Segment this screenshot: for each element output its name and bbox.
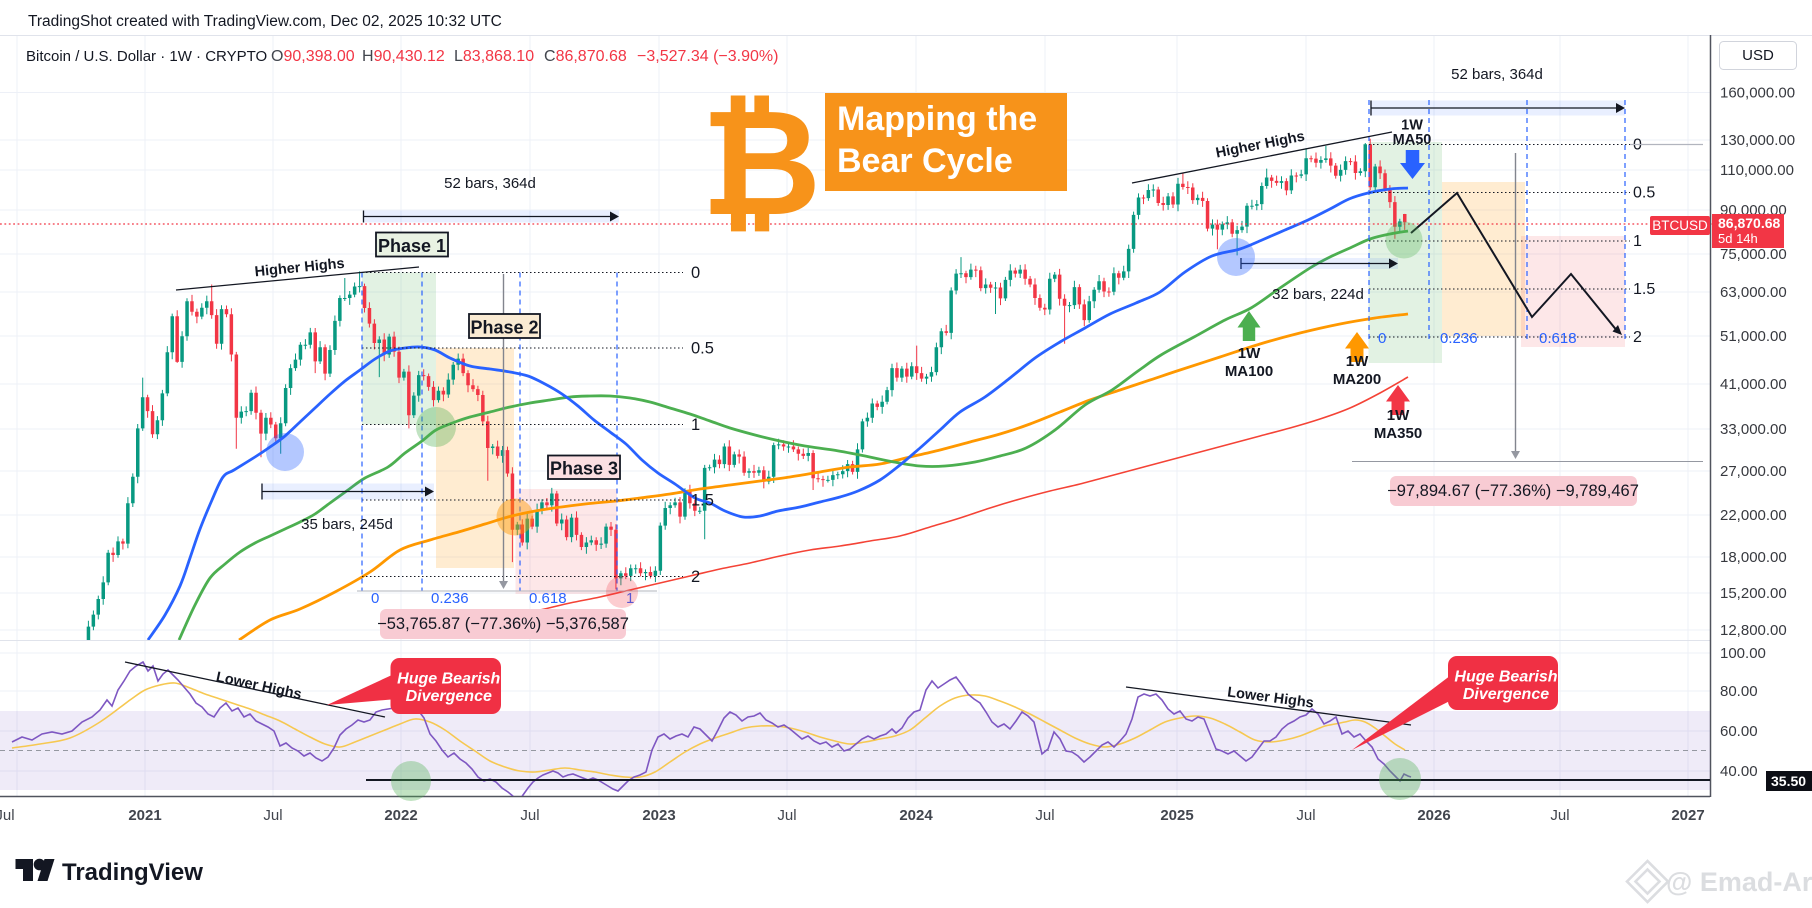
svg-text:52 bars, 364d: 52 bars, 364d [1451, 66, 1543, 83]
svg-text:Mapping the: Mapping the [837, 100, 1037, 138]
svg-text:1W: 1W [1401, 118, 1423, 134]
svg-text:32 bars, 224d: 32 bars, 224d [1272, 286, 1364, 303]
svg-text:Bear Cycle: Bear Cycle [837, 142, 1013, 180]
svg-text:Jul: Jul [1035, 807, 1054, 824]
svg-text:Jul: Jul [1296, 807, 1315, 824]
svg-text:35.50: 35.50 [1771, 773, 1806, 789]
svg-text:Bitcoin / U.S. Dollar · 1W · C: Bitcoin / U.S. Dollar · 1W · CRYPTO [26, 48, 267, 65]
svg-text:0.236: 0.236 [1440, 330, 1478, 347]
svg-text:110,000.00: 110,000.00 [1720, 162, 1794, 179]
svg-text:1.5: 1.5 [691, 492, 714, 510]
svg-text:40.00: 40.00 [1720, 763, 1758, 780]
svg-text:0: 0 [371, 590, 379, 607]
svg-text:2023: 2023 [642, 807, 675, 824]
svg-text:33,000.00: 33,000.00 [1720, 421, 1787, 438]
svg-text:160,000.00: 160,000.00 [1720, 85, 1795, 102]
svg-text:−3,527.34 (−3.90%): −3,527.34 (−3.90%) [637, 48, 778, 65]
svg-text:−97,894.67 (−77.36%) −9,789,46: −97,894.67 (−77.36%) −9,789,467 [1387, 482, 1639, 500]
svg-text:H90,430.12: H90,430.12 [362, 48, 445, 65]
svg-text:Divergence: Divergence [1463, 686, 1549, 703]
svg-text:2022: 2022 [384, 807, 417, 824]
svg-text:1: 1 [626, 590, 634, 607]
svg-text:C86,870.68: C86,870.68 [544, 48, 627, 65]
svg-text:₿: ₿ [701, 81, 822, 246]
svg-text:0.618: 0.618 [529, 590, 567, 607]
svg-text:27,000.00: 27,000.00 [1720, 463, 1787, 480]
svg-text:1W: 1W [1346, 353, 1369, 370]
svg-text:O90,398.00: O90,398.00 [271, 48, 355, 65]
svg-text:100.00: 100.00 [1720, 645, 1766, 662]
svg-text:2025: 2025 [1160, 807, 1193, 824]
svg-text:Phase 2: Phase 2 [470, 318, 538, 338]
svg-text:2027: 2027 [1671, 807, 1704, 824]
svg-text:@ Emad-Aref: @ Emad-Aref [1666, 867, 1812, 897]
svg-text:1W: 1W [1238, 345, 1261, 362]
svg-text:86,870.68: 86,870.68 [1718, 215, 1780, 231]
svg-text:0.5: 0.5 [1633, 185, 1655, 202]
svg-text:Divergence: Divergence [406, 688, 492, 705]
svg-text:−53,765.87 (−77.36%) −5,376,58: −53,765.87 (−77.36%) −5,376,587 [377, 615, 629, 633]
svg-text:12,800.00: 12,800.00 [1720, 622, 1787, 639]
svg-text:L83,868.10: L83,868.10 [454, 48, 534, 65]
svg-text:60.00: 60.00 [1720, 723, 1758, 740]
svg-text:1: 1 [691, 416, 700, 434]
svg-text:Jul: Jul [0, 807, 15, 824]
svg-text:Huge Bearish: Huge Bearish [397, 671, 500, 688]
svg-text:0.618: 0.618 [1539, 330, 1577, 347]
svg-text:18,000.00: 18,000.00 [1720, 549, 1787, 566]
svg-text:0.5: 0.5 [691, 340, 714, 358]
svg-text:Phase 1: Phase 1 [378, 236, 446, 256]
svg-text:Jul: Jul [1550, 807, 1569, 824]
svg-text:63,000.00: 63,000.00 [1720, 284, 1787, 301]
svg-text:0: 0 [1378, 330, 1386, 347]
svg-text:2: 2 [1633, 329, 1642, 346]
svg-text:5d 14h: 5d 14h [1718, 231, 1758, 246]
svg-text:Jul: Jul [520, 807, 539, 824]
svg-text:Jul: Jul [263, 807, 282, 824]
svg-text:MA50: MA50 [1393, 132, 1432, 148]
svg-text:USD: USD [1742, 47, 1774, 64]
svg-text:MA100: MA100 [1225, 363, 1273, 380]
svg-text:2: 2 [691, 568, 700, 586]
svg-text:130,000.00: 130,000.00 [1720, 132, 1795, 149]
svg-text:MA350: MA350 [1374, 425, 1422, 442]
svg-text:51,000.00: 51,000.00 [1720, 328, 1787, 345]
svg-text:2024: 2024 [899, 807, 933, 824]
svg-text:Huge Bearish: Huge Bearish [1454, 669, 1557, 686]
svg-text:TradingView: TradingView [62, 859, 203, 886]
svg-text:22,000.00: 22,000.00 [1720, 507, 1787, 524]
svg-text:1W: 1W [1387, 407, 1410, 424]
svg-text:TradingShot created with Tradi: TradingShot created with TradingView.com… [28, 13, 502, 30]
svg-text:41,000.00: 41,000.00 [1720, 376, 1787, 393]
svg-text:Phase 3: Phase 3 [550, 459, 618, 479]
svg-text:15,200.00: 15,200.00 [1720, 585, 1787, 602]
svg-text:1: 1 [1633, 233, 1642, 250]
svg-text:0: 0 [691, 264, 700, 282]
svg-text:75,000.00: 75,000.00 [1720, 246, 1787, 263]
svg-text:1.5: 1.5 [1633, 281, 1655, 298]
svg-text:52 bars, 364d: 52 bars, 364d [444, 175, 536, 192]
svg-text:0.236: 0.236 [431, 590, 469, 607]
svg-text:BTCUSD: BTCUSD [1652, 218, 1708, 233]
svg-text:MA200: MA200 [1333, 371, 1381, 388]
svg-text:Jul: Jul [777, 807, 796, 824]
svg-text:2026: 2026 [1417, 807, 1450, 824]
svg-text:35 bars, 245d: 35 bars, 245d [301, 516, 393, 533]
svg-text:2021: 2021 [128, 807, 161, 824]
svg-text:80.00: 80.00 [1720, 683, 1758, 700]
